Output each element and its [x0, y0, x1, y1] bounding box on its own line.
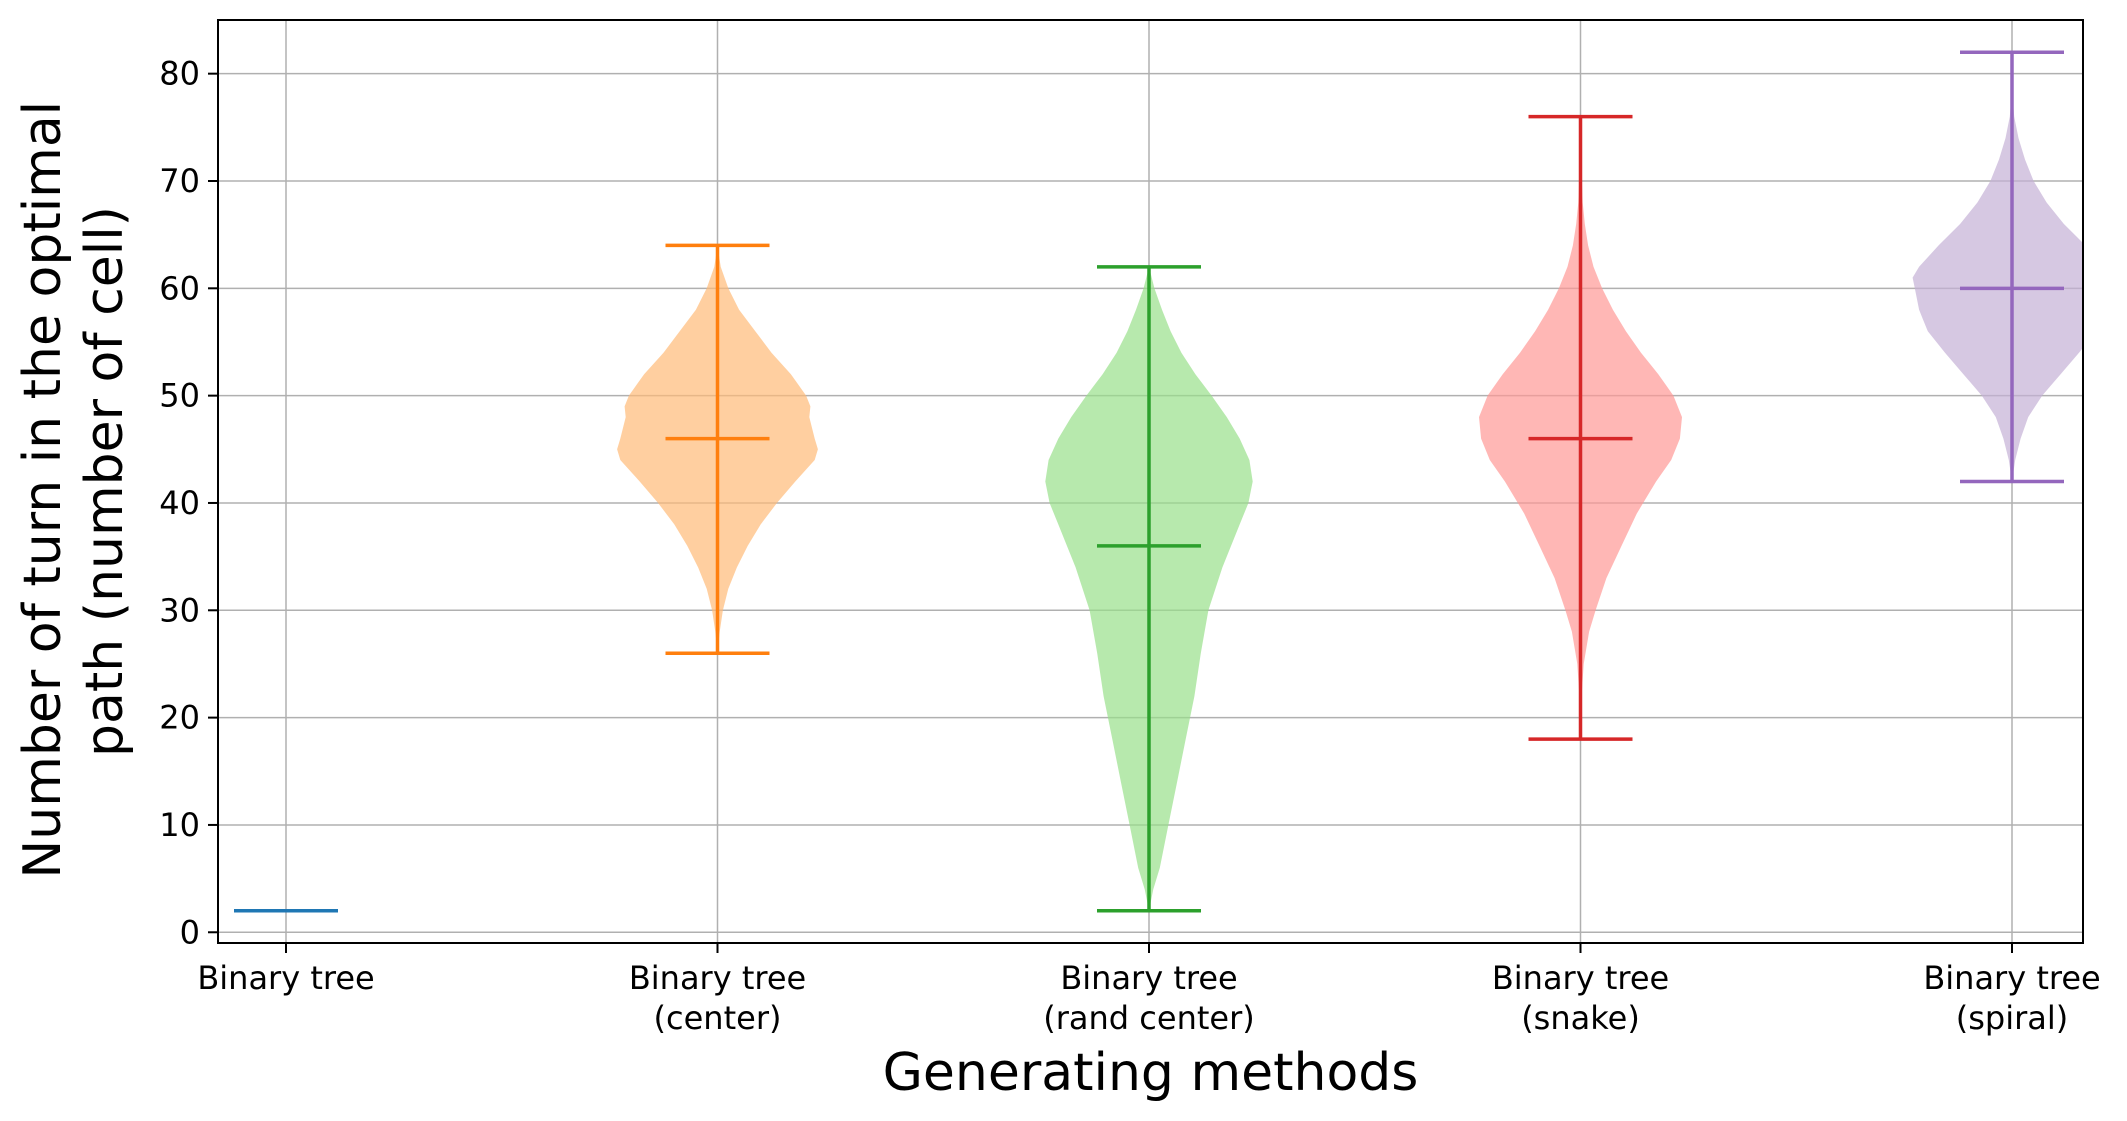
y-axis-ticks: 0 10 20 30 40 50 60 70 80 [159, 55, 218, 951]
y-axis-title-line-2: path (number of cell) [75, 206, 135, 757]
y-axis-title: Number of turn in the optimal path (numb… [13, 84, 135, 878]
y-tick-label: 30 [159, 591, 200, 629]
x-tick-label-line: Binary tree [1492, 959, 1669, 997]
x-tick-label: Binary tree (spiral) [1923, 959, 2100, 1037]
x-tick-label: Binary tree (snake) [1492, 959, 1669, 1037]
y-tick-label: 20 [159, 699, 200, 737]
x-tick-label: Binary tree (center) [629, 959, 806, 1037]
x-tick-label-line: (snake) [1521, 999, 1640, 1037]
violin-body [1912, 52, 2083, 482]
y-tick-label: 10 [159, 806, 200, 844]
x-tick-label-line: Binary tree [1923, 959, 2100, 997]
y-tick-label: 60 [159, 269, 200, 307]
x-tick-label-line: Binary tree [1060, 959, 1237, 997]
x-axis-ticks: Binary tree Binary tree (center)Binary tre… [197, 943, 2101, 1037]
y-tick-label: 50 [159, 377, 200, 415]
x-tick-label: Binary tree [197, 959, 374, 997]
x-tick-label-line: (rand center) [1043, 999, 1254, 1037]
x-tick-label-line: Binary tree [197, 959, 374, 997]
x-axis-title: Generating methods [883, 1043, 1419, 1103]
y-axis-title-line-1: Number of turn in the optimal [13, 101, 73, 879]
x-tick-label-line: (center) [654, 999, 782, 1037]
y-tick-label: 0 [180, 913, 200, 951]
x-tick-label-line: Binary tree [629, 959, 806, 997]
y-tick-label: 80 [159, 55, 200, 93]
y-tick-label: 40 [159, 484, 200, 522]
y-tick-label: 70 [159, 162, 200, 200]
x-tick-label-line: (spiral) [1956, 999, 2069, 1037]
x-tick-label: Binary tree (rand center) [1043, 959, 1254, 1037]
violin-stat-lines [234, 50, 2064, 913]
plot-frame [217, 19, 2084, 944]
